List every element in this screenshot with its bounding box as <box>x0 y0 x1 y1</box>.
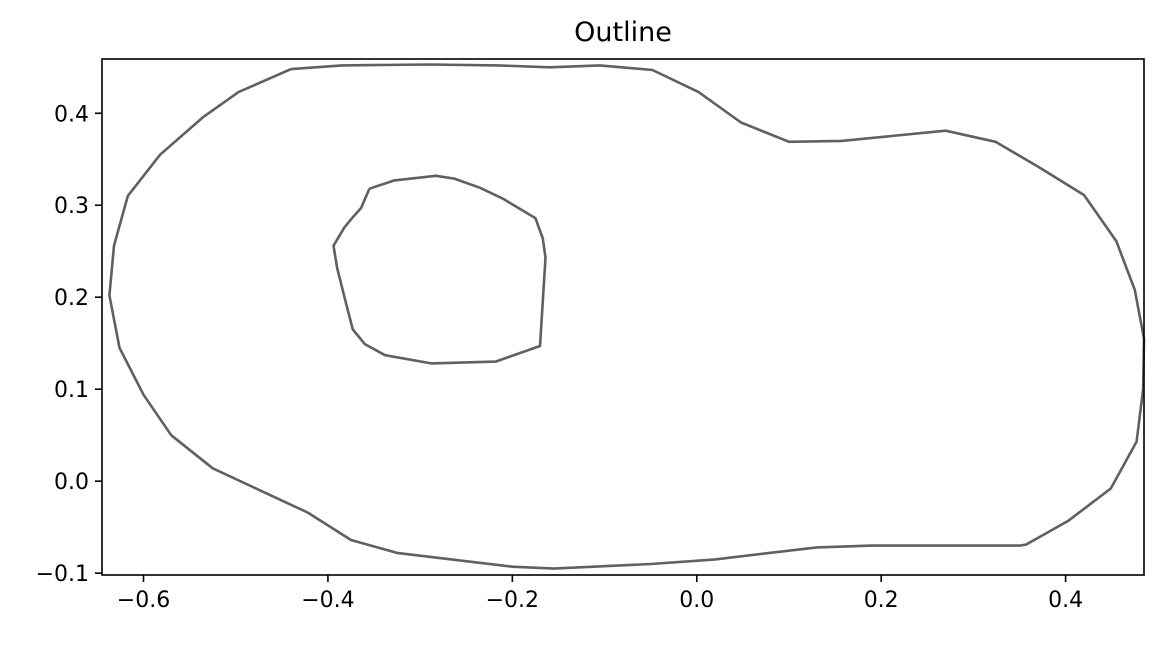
y-tick-label: 0.1 <box>54 378 89 403</box>
y-axis: −0.1 0.0 0.1 0.2 0.3 0.4 <box>36 102 102 587</box>
y-tick-label: 0.0 <box>54 470 89 495</box>
chart-title: Outline <box>574 17 672 48</box>
x-tick-label: 0.2 <box>864 588 899 613</box>
y-tick-label: 0.3 <box>54 194 89 219</box>
x-tick-label: −0.6 <box>117 588 170 613</box>
inner-outline-line <box>332 174 547 365</box>
outer-outline-line <box>108 63 1146 570</box>
x-tick-label: 0.0 <box>679 588 714 613</box>
outline-series <box>108 63 1146 570</box>
x-tick-label: −0.2 <box>486 588 539 613</box>
y-tick-label: 0.2 <box>54 286 89 311</box>
y-tick-label: −0.1 <box>36 562 89 587</box>
x-tick-label: 0.4 <box>1048 588 1083 613</box>
y-tick-label: 0.4 <box>54 102 89 127</box>
plot-frame <box>101 58 1145 576</box>
x-axis: −0.6 −0.4 −0.2 0.0 0.2 0.4 <box>117 575 1083 613</box>
x-tick-label: −0.4 <box>301 588 354 613</box>
